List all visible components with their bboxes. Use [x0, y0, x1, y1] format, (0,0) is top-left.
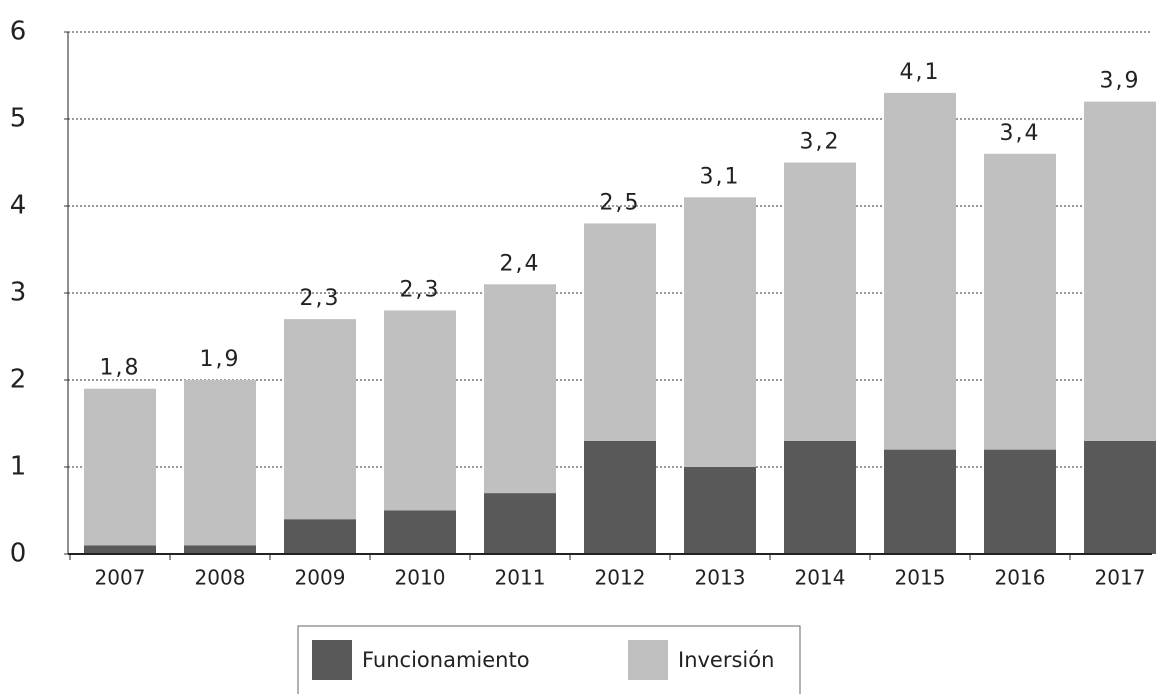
bar-segment: [184, 545, 256, 554]
bar-segment: [584, 440, 656, 554]
data-label: 4,1: [900, 60, 941, 85]
y-tick-label: 3: [10, 278, 27, 308]
data-label: 3,4: [1000, 121, 1041, 146]
bar-segment: [284, 519, 356, 554]
bar-segment: [284, 319, 356, 520]
data-label: 2,5: [600, 190, 641, 215]
legend-box: [297, 625, 801, 694]
legend-swatch: [628, 640, 668, 680]
x-tick-label: 2012: [595, 566, 646, 590]
bar-segment: [184, 380, 256, 546]
y-tick-label: 5: [10, 104, 27, 134]
y-tick-label: 1: [10, 452, 27, 482]
bar-segment: [484, 284, 556, 494]
legend-label: Inversión: [678, 648, 774, 672]
bar-segment: [784, 162, 856, 441]
bar-segment: [384, 310, 456, 511]
legend-label: Funcionamiento: [362, 648, 530, 672]
x-tick-label: 2015: [895, 566, 946, 590]
x-tick-label: 2010: [395, 566, 446, 590]
bar-segment: [484, 493, 556, 554]
x-tick-label: 2013: [695, 566, 746, 590]
data-label: 2,3: [400, 277, 441, 302]
data-label: 1,8: [100, 356, 141, 381]
data-label: 1,9: [200, 347, 241, 372]
bar-segment: [84, 388, 156, 546]
x-tick-label: 2007: [95, 566, 146, 590]
bar-segment: [1084, 440, 1156, 554]
data-label: 2,3: [300, 286, 341, 311]
bar-segment: [84, 545, 156, 554]
bar-segment: [1084, 101, 1156, 441]
bar-segment: [884, 92, 956, 450]
y-tick-label: 6: [10, 17, 27, 47]
x-tick-label: 2017: [1095, 566, 1146, 590]
bar-segment: [384, 510, 456, 554]
bar-segment: [984, 449, 1056, 554]
bar-segment: [884, 449, 956, 554]
y-tick-label: 2: [10, 365, 27, 395]
bar-segment: [984, 153, 1056, 450]
x-tick-label: 2016: [995, 566, 1046, 590]
data-label: 3,9: [1100, 69, 1141, 94]
y-tick-label: 0: [10, 539, 27, 569]
x-tick-label: 2009: [295, 566, 346, 590]
legend-swatch: [312, 640, 352, 680]
data-label: 3,2: [800, 130, 841, 155]
bar-segment: [784, 440, 856, 554]
x-tick-label: 2008: [195, 566, 246, 590]
x-tick-label: 2014: [795, 566, 846, 590]
x-tick-label: 2011: [495, 566, 546, 590]
bar-segment: [684, 197, 756, 468]
y-tick-label: 4: [10, 191, 27, 221]
bar-segment: [684, 467, 756, 554]
bar-segment: [584, 223, 656, 441]
data-label: 2,4: [500, 251, 541, 276]
data-label: 3,1: [700, 164, 741, 189]
